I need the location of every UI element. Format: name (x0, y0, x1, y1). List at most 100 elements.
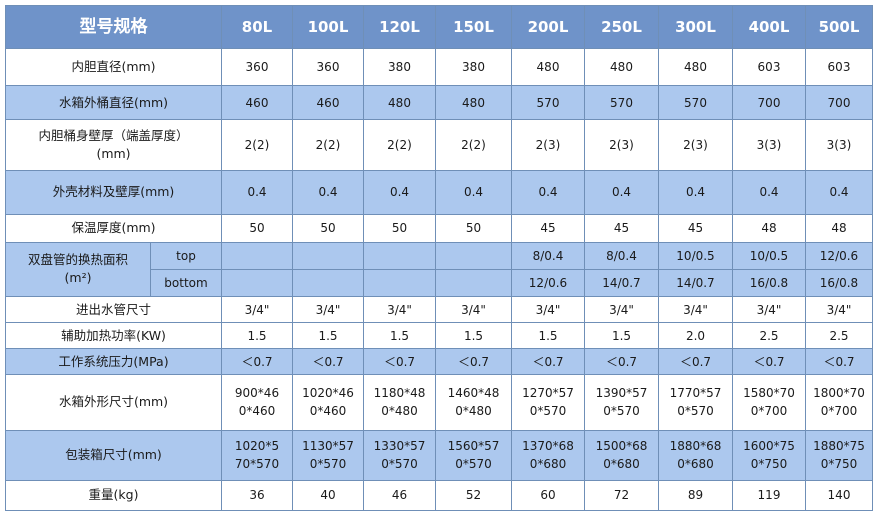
cell: 1.5 (363, 322, 436, 350)
spec-table: 型号规格 80L 100L 120L 150L 200L 250L 300L 4… (5, 5, 873, 512)
cell: 0.4 (584, 169, 659, 215)
cell (363, 241, 436, 270)
cell: 460 (292, 85, 364, 121)
cell: 2(2) (363, 119, 436, 171)
cell: 3(3) (805, 119, 873, 171)
cell: 12/0.6 (511, 268, 585, 298)
cell: 1500*68 0*680 (584, 429, 659, 481)
cell-line: 1500*68 (595, 439, 648, 454)
cell: 45 (584, 213, 659, 243)
cell (435, 268, 512, 298)
cell: 1460*48 0*480 (435, 374, 512, 431)
cell-line: 0*460 (238, 404, 276, 419)
cell: 52 (435, 479, 512, 512)
row-label: 进出水管尺寸 (5, 296, 222, 324)
cell: 480 (363, 85, 436, 121)
row-label: 水箱外形尺寸(mm) (5, 374, 222, 431)
cell: 0.4 (805, 169, 873, 215)
cell: 2(3) (511, 119, 585, 171)
cell: 3/4" (363, 296, 436, 324)
cell-line: 0*680 (529, 457, 567, 472)
cell-line: 1600*75 (743, 439, 795, 454)
cell: 1770*57 0*570 (658, 374, 733, 431)
cell: 140 (805, 479, 873, 512)
row-label: 辅助加热功率(KW) (5, 322, 222, 350)
cell: 380 (435, 47, 512, 87)
cell: 3/4" (435, 296, 512, 324)
cell: 0.4 (435, 169, 512, 215)
row-label: 水箱外桶直径(mm) (5, 85, 222, 121)
cell-line: 1390*57 (595, 386, 648, 401)
cell: 8/0.4 (584, 241, 659, 270)
cell: 10/0.5 (658, 241, 733, 270)
cell: 700 (732, 85, 806, 121)
cell-line: 0*480 (381, 404, 418, 419)
cell: 1180*48 0*480 (363, 374, 436, 431)
cell: 10/0.5 (732, 241, 806, 270)
cell: 570 (511, 85, 585, 121)
cell: 460 (221, 85, 293, 121)
cell: 1580*70 0*700 (732, 374, 806, 431)
cell: 3/4" (221, 296, 293, 324)
cell: ＜0.7 (584, 348, 659, 376)
cell: 0.4 (363, 169, 436, 215)
cell: 2(2) (221, 119, 293, 171)
cell: ＜0.7 (221, 348, 293, 376)
cell-line: 0*480 (455, 404, 492, 419)
row-label: 重量(kg) (5, 479, 222, 512)
cell: 40 (292, 479, 364, 512)
model-header: 200L (511, 5, 585, 49)
cell: 1.5 (435, 322, 512, 350)
cell: 480 (435, 85, 512, 121)
row-label-line: 双盘管的换热面积 (27, 252, 128, 268)
header-title: 型号规格 (5, 5, 222, 49)
coil-top-label: top (150, 241, 222, 270)
cell: 16/0.8 (732, 268, 806, 298)
cell: 1330*57 0*570 (363, 429, 436, 481)
row-insulation: 保温厚度(mm) 50 50 50 50 45 45 45 48 48 (5, 213, 873, 243)
row-tank-diameter: 水箱外桶直径(mm) 460 460 480 480 570 570 570 7… (5, 85, 873, 121)
cell: ＜0.7 (511, 348, 585, 376)
cell: 1020*46 0*460 (292, 374, 364, 431)
model-header: 120L (363, 5, 436, 49)
cell: 72 (584, 479, 659, 512)
cell: 1880*68 0*680 (658, 429, 733, 481)
row-label: 内胆直径(mm) (5, 47, 222, 87)
row-pressure: 工作系统压力(MPa) ＜0.7 ＜0.7 ＜0.7 ＜0.7 ＜0.7 ＜0.… (5, 348, 873, 376)
row-coil-top: 双盘管的换热面积 (m²) top 8/0.4 8/0.4 10/0.5 10/… (5, 241, 873, 298)
cell: 1.5 (292, 322, 364, 350)
cell: 12/0.6 (805, 241, 873, 270)
cell: 0.4 (292, 169, 364, 215)
cell (292, 241, 364, 270)
cell: 8/0.4 (511, 241, 585, 270)
model-header: 300L (658, 5, 733, 49)
cell: 89 (658, 479, 733, 512)
row-tank-size: 水箱外形尺寸(mm) 900*46 0*460 1020*46 0*460 1180… (5, 374, 873, 431)
cell: 480 (584, 47, 659, 87)
cell: 570 (584, 85, 659, 121)
cell (221, 268, 293, 298)
coil-bottom-label: bottom (150, 268, 222, 298)
cell: 3(3) (732, 119, 806, 171)
model-header: 100L (292, 5, 364, 49)
row-shell: 外壳材料及壁厚(mm) 0.4 0.4 0.4 0.4 0.4 0.4 0.4 … (5, 169, 873, 215)
row-pipe: 进出水管尺寸 3/4" 3/4" 3/4" 3/4" 3/4" 3/4" 3/4… (5, 296, 873, 324)
cell-line: 900*46 (234, 386, 280, 401)
cell: 48 (732, 213, 806, 243)
cell: 16/0.8 (805, 268, 873, 298)
cell-line: 0*570 (677, 404, 714, 419)
cell: 36 (221, 479, 293, 512)
cell: 50 (363, 213, 436, 243)
row-label-line: 内胆桶身壁厚（端盖厚度） (38, 127, 189, 143)
cell: ＜0.7 (363, 348, 436, 376)
cell: 603 (732, 47, 806, 87)
model-header: 150L (435, 5, 512, 49)
cell: 603 (805, 47, 873, 87)
cell: 3/4" (292, 296, 364, 324)
row-label: 工作系统压力(MPa) (5, 348, 222, 376)
cell: ＜0.7 (435, 348, 512, 376)
cell-line: 0*570 (381, 457, 418, 472)
row-label: 保温厚度(mm) (5, 213, 222, 243)
cell: 0.4 (732, 169, 806, 215)
cell: 570 (658, 85, 733, 121)
